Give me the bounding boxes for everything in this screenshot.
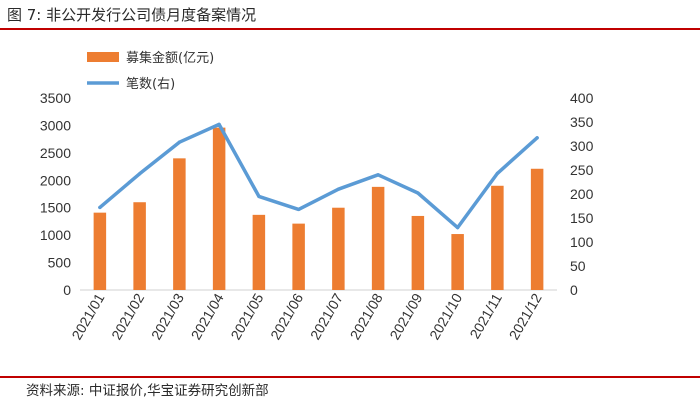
x-axis-tick-label: 2021/03 (148, 290, 187, 342)
left-axis-ticks: 0 500 1000 1500 2000 2500 3000 3500 (40, 90, 71, 298)
x-axis-tick-label: 2021/12 (506, 290, 545, 342)
right-axis-tick-label: 150 (570, 210, 594, 226)
x-axis-tick-label: 2021/09 (386, 290, 425, 342)
x-axis-tick-label: 2021/02 (108, 290, 147, 342)
x-axis-tick-label: 2021/07 (307, 290, 346, 342)
line-point (297, 207, 301, 211)
left-axis-tick-label: 2500 (40, 145, 71, 161)
left-axis-tick-label: 1000 (40, 227, 71, 243)
bar-series (93, 127, 544, 290)
bar (371, 186, 385, 290)
x-axis-tick-label: 2021/01 (68, 290, 107, 342)
line-point (217, 122, 221, 126)
left-axis-tick-label: 3000 (40, 117, 71, 133)
line-point (495, 171, 499, 175)
line-series (98, 122, 539, 230)
line-point (336, 187, 340, 191)
line-point (416, 191, 420, 195)
right-axis-tick-label: 100 (570, 234, 594, 250)
x-axis-ticks: 2021/01 2021/02 2021/03 2021/04 2021/05 2021/… (68, 290, 545, 342)
right-axis-tick-label: 400 (570, 90, 594, 106)
bar (133, 202, 146, 290)
left-axis-tick-label: 500 (48, 255, 72, 271)
right-axis-tick-label: 300 (570, 138, 594, 154)
source-rule (0, 376, 700, 378)
legend-bar-swatch (87, 52, 119, 62)
x-axis-tick-label: 2021/05 (227, 290, 266, 342)
series-line (98, 122, 539, 230)
left-axis-tick-label: 3500 (40, 90, 71, 106)
chart: 募集金额(亿元) 笔数(右) 0500100015002000250030003… (40, 50, 594, 342)
right-axis-tick-label: 0 (570, 282, 578, 298)
right-axis-tick-label: 200 (570, 186, 594, 202)
bar (212, 127, 226, 290)
bar (411, 215, 425, 290)
line-point (456, 226, 460, 230)
figure-title: 图 7: 非公开发行公司债月度备案情况 (7, 6, 257, 24)
line-point (376, 173, 380, 177)
line-point (177, 140, 181, 144)
x-axis-tick-label: 2021/11 (466, 290, 505, 341)
legend-bar-label: 募集金额(亿元) (126, 50, 214, 66)
bar (292, 223, 305, 290)
line-point (98, 205, 102, 210)
bar (451, 234, 464, 290)
x-axis-tick-label: 2021/08 (347, 290, 386, 342)
bar (93, 212, 107, 290)
source-note: 资料来源: 中证报价,华宝证券研究创新部 (26, 383, 269, 399)
bar (173, 158, 186, 290)
legend: 募集金额(亿元) 笔数(右) (87, 50, 214, 92)
right-axis-tick-label: 250 (570, 162, 594, 178)
x-axis-tick-label: 2021/04 (188, 290, 227, 342)
x-axis-tick-label: 2021/06 (267, 290, 306, 342)
legend-line-label: 笔数(右) (126, 76, 175, 92)
left-axis-tick-label: 0 (63, 282, 71, 298)
left-axis-tick-label: 1500 (40, 200, 71, 216)
bar (530, 168, 544, 290)
title-rule (0, 28, 700, 30)
line-point (138, 172, 142, 176)
bar (491, 185, 504, 290)
bar (332, 207, 345, 290)
right-axis-tick-label: 350 (570, 114, 594, 130)
left-axis-tick-label: 2000 (40, 172, 71, 188)
x-axis-tick-label: 2021/10 (426, 290, 465, 342)
right-axis-tick-label: 50 (570, 258, 586, 274)
line-point (257, 194, 261, 198)
right-axis-ticks: 0 50 100 150 200 250 300 350 400 (570, 90, 594, 298)
line-point (535, 136, 539, 140)
bar (252, 214, 266, 290)
